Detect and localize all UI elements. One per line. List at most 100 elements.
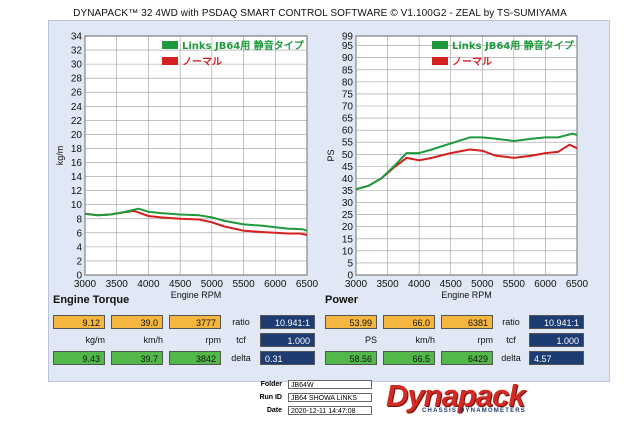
power-ytick-label: 85 [342,65,354,76]
power-xtick-label: 3000 [345,279,368,290]
torque-xtick-label: 5000 [201,279,224,290]
power-xtick-label: 5500 [503,279,526,290]
torque-legend-label: Links JB64用 静音タイプ [182,39,305,52]
torque-ratio-label: ratio [232,317,250,327]
power-ytick-label: 5 [347,258,353,269]
power-plot-area [355,35,578,276]
run-id-label: Run ID [259,394,282,401]
torque-ytick-label: 26 [71,88,83,99]
torque-tcf-label: tcf [236,335,246,345]
torque-ytick-label: 0 [76,271,82,282]
torque-unit-value: kg/m [85,335,105,345]
torque-ytick-label: 18 [71,144,83,155]
power-speed-a: 66.0 [383,315,435,329]
power-ytick-label: 30 [342,198,354,209]
torque-ytick-label: 8 [76,214,82,225]
power-unit-speed: km/h [415,335,435,345]
power-ytick-label: 90 [342,53,354,64]
torque-legend-label: ノーマル [182,57,222,68]
power-ytick-label: 70 [342,102,354,113]
torque-ytick-label: 12 [71,186,83,197]
torque-series-line-links [84,207,308,232]
torque-ytick-label: 16 [71,158,83,169]
date-field: 2020-12-11 14:47:08 [288,406,372,415]
power-ytick-label: 40 [342,174,354,185]
torque-ytick-label: 6 [76,228,82,239]
power-ytick-label: 15 [342,234,354,245]
logo-wordmark: Dynapack [386,378,525,413]
torque-ytick-label: 2 [76,256,82,267]
power-ytick-label: 99 [342,32,354,43]
power-ytick-label: 55 [342,138,354,149]
power-delta-label: delta [501,353,521,363]
torque-ytick-label: 28 [71,74,83,85]
torque-unit-speed: km/h [143,335,163,345]
torque-ytick-label: 20 [71,130,83,141]
power-value-a: 53.99 [325,315,377,329]
torque-xtick-label: 4500 [169,279,192,290]
power-unit-rpm: rpm [477,335,494,345]
torque-xtick-label: 6000 [264,279,287,290]
power-x-axis-label: Engine RPM [441,290,492,300]
torque-speed-a: 39.0 [111,315,163,329]
power-ytick-label: 25 [342,210,354,221]
power-xtick-label: 6500 [566,279,589,290]
power-ytick-label: 10 [342,246,354,257]
torque-ytick-label: 34 [71,32,83,43]
power-speed-b: 66.5 [383,351,435,365]
power-ytick-label: 45 [342,162,354,173]
torque-ytick-label: 22 [71,116,83,127]
folder-label: Folder [260,381,282,388]
power-y-axis-label: PS [326,149,336,161]
power-ratio: 10.941:1 [529,315,584,329]
torque-xtick-label: 3000 [74,279,97,290]
power-tcf: 1.000 [529,333,584,347]
torque-delta-label: delta [231,353,251,363]
torque-ytick-label: 14 [71,172,83,183]
logo-tagline: CHASSIS DYNAMOMETERS [422,408,527,414]
folder-field: JB64W [288,380,372,389]
torque-ytick-label: 24 [71,102,83,113]
power-xtick-label: 3500 [376,279,399,290]
torque-y-axis-label: kg/m [55,146,65,166]
power-ytick-label: 80 [342,77,354,88]
torque-xtick-label: 3500 [106,279,129,290]
power-ratio-label: ratio [502,317,520,327]
power-xtick-label: 6000 [534,279,557,290]
torque-delta: 0.31 [260,351,315,365]
power-xtick-label: 4000 [408,279,431,290]
torque-rpm-a: 3777 [169,315,221,329]
power-legend-label: ノーマル [452,57,492,68]
power-ytick-label: 0 [347,271,353,282]
power-legend-swatch [432,57,448,65]
torque-ratio: 10.941:1 [260,315,315,329]
run-id-field: JB64 SHOWA LINKS [288,393,372,402]
power-ytick-label: 60 [342,126,354,137]
power-ytick-label: 35 [342,186,354,197]
dynapack-logo: Dynapack CHASSIS DYNAMOMETERS [386,378,568,422]
torque-chart-name: Engine Torque [53,294,130,306]
torque-value-b: 9.43 [53,351,105,365]
torque-rpm-b: 3842 [169,351,221,365]
power-chart-name: Power [325,294,359,306]
power-ytick-label: 95 [342,41,354,52]
power-xtick-label: 5000 [471,279,494,290]
power-legend-label: Links JB64用 静音タイプ [452,39,575,52]
date-label: Date [266,407,282,414]
torque-legend-swatch [162,41,178,49]
power-ytick-label: 65 [342,114,354,125]
power-series-line-links [355,132,578,191]
power-ytick-label: 50 [342,150,354,161]
power-tcf-label: tcf [506,335,516,345]
torque-ytick-label: 32 [71,46,83,57]
power-legend-swatch [432,41,448,49]
power-rpm-b: 6429 [441,351,493,365]
power-ytick-label: 20 [342,222,354,233]
torque-plot-area [84,35,308,276]
torque-xtick-label: 6500 [296,279,319,290]
power-delta: 4.57 [529,351,584,365]
torque-ytick-label: 4 [76,242,82,253]
